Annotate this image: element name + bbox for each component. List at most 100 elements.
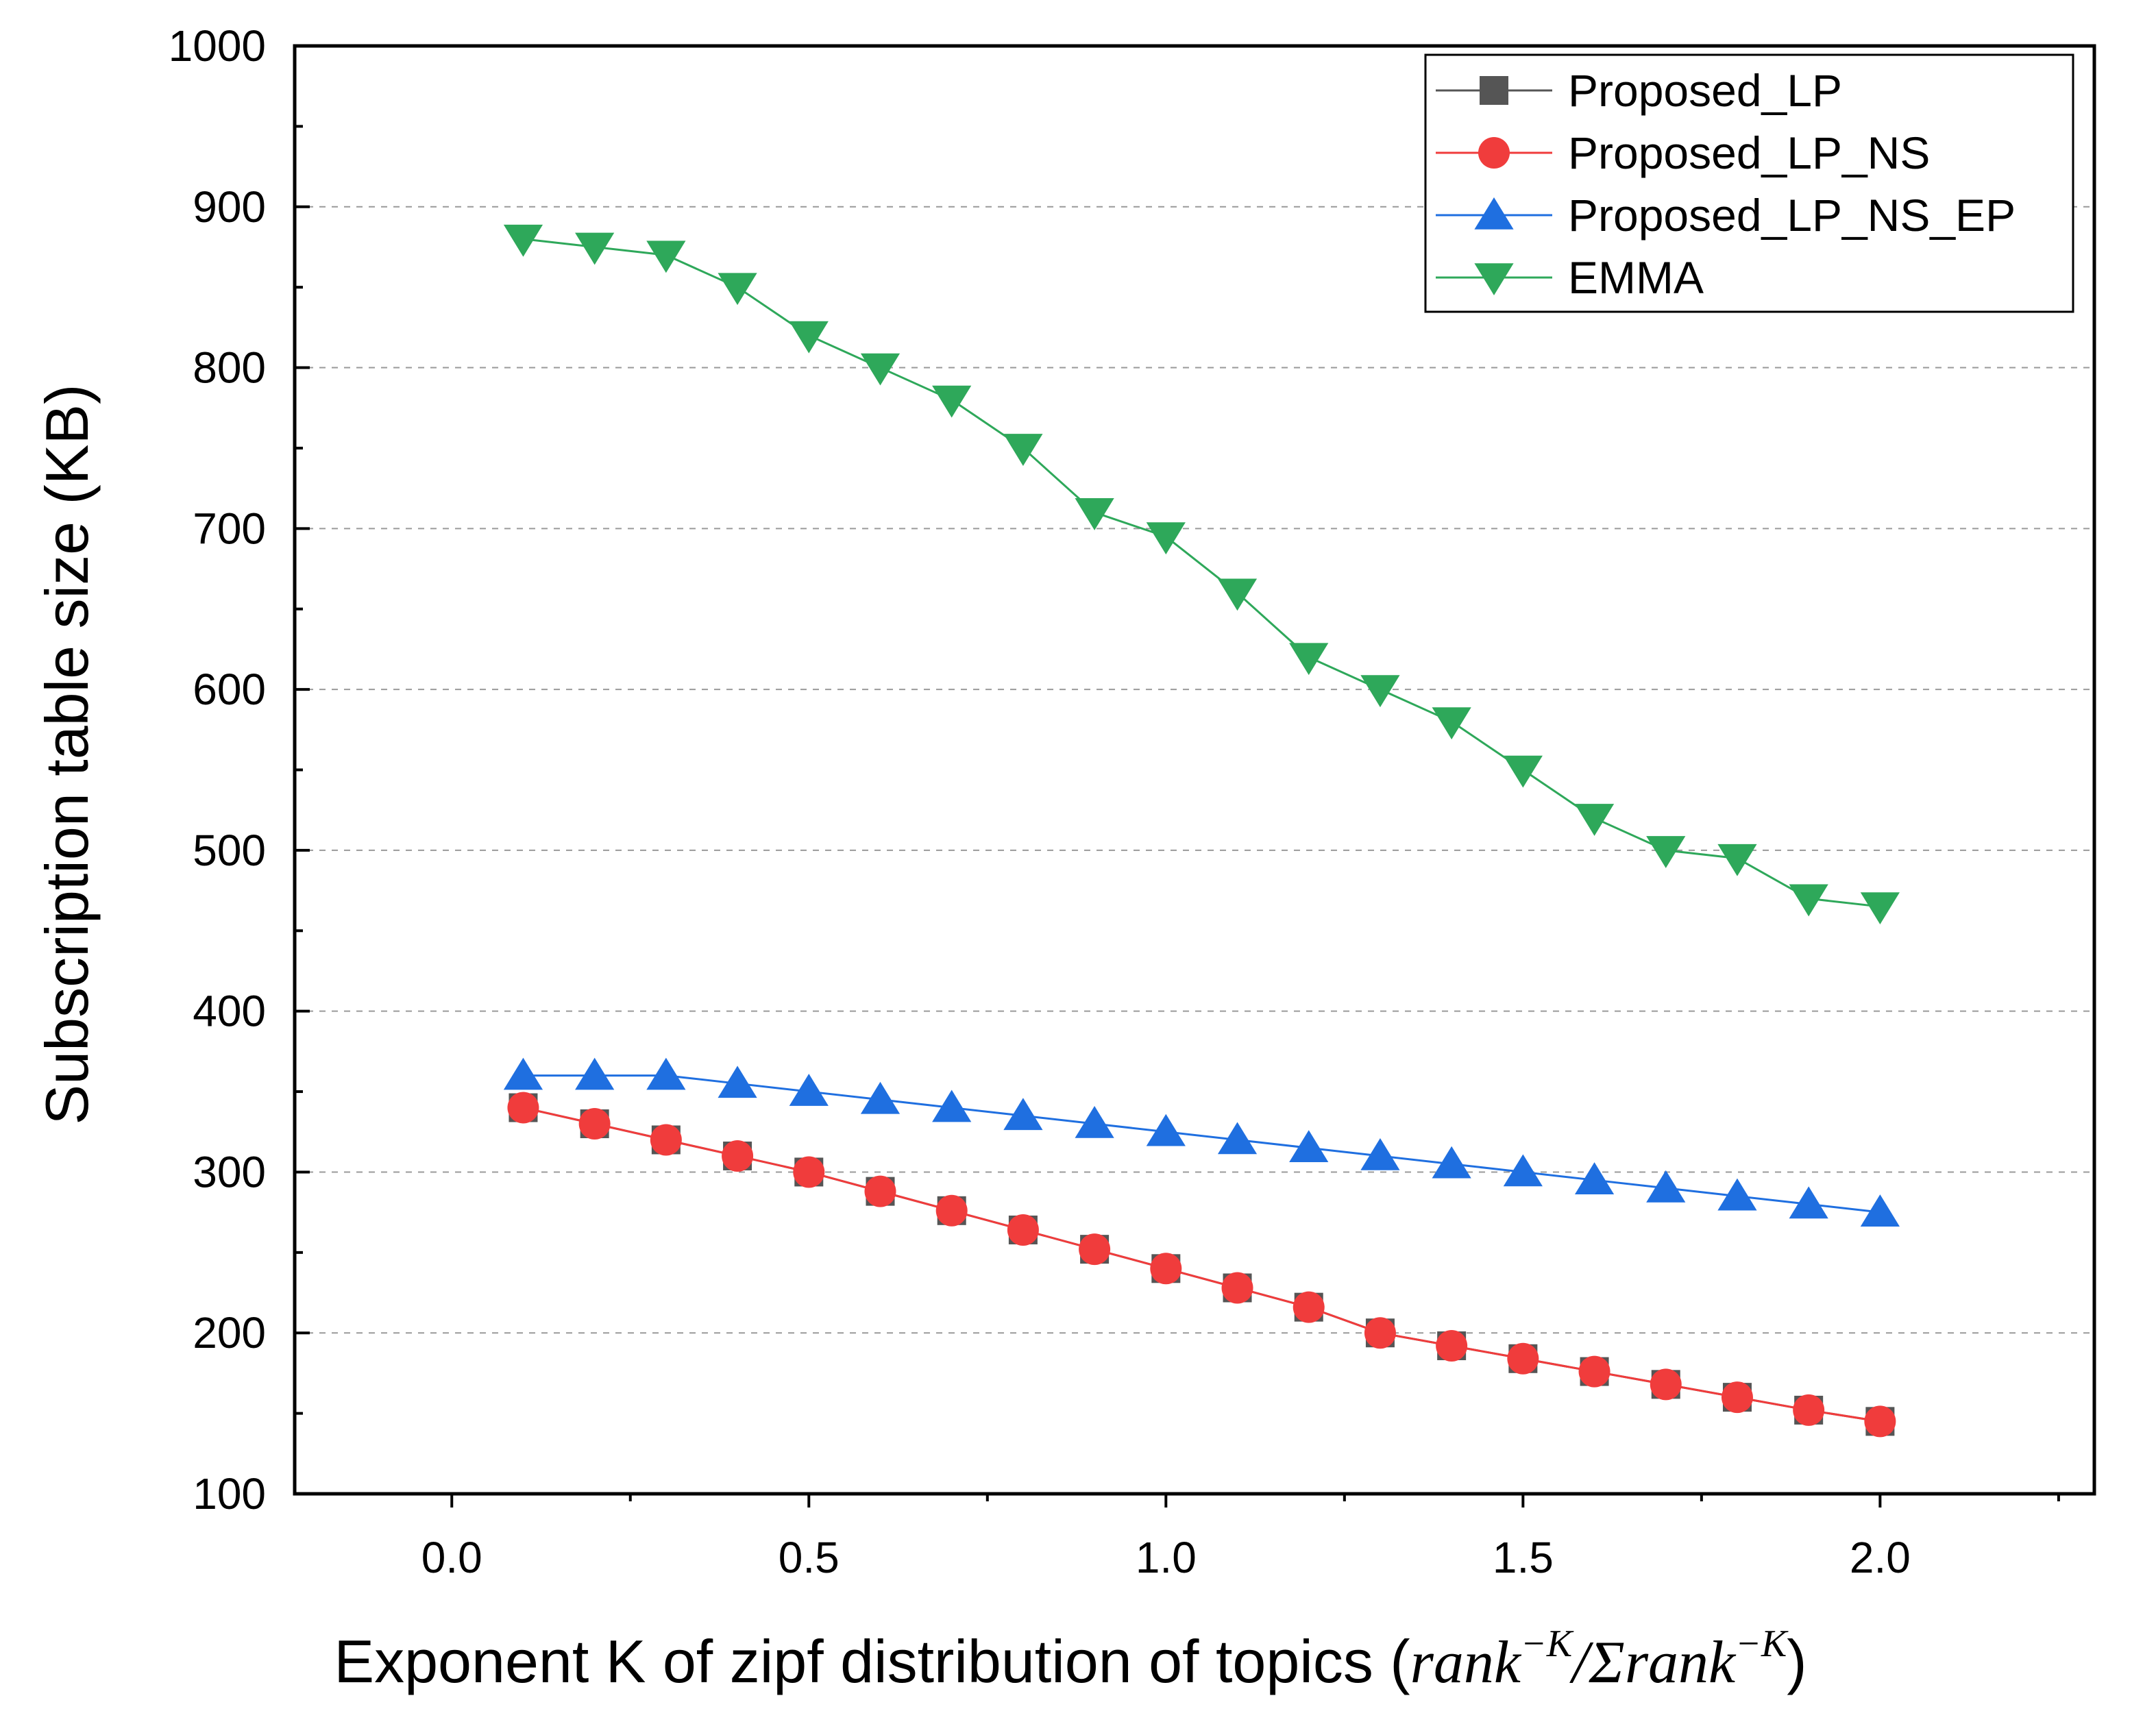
- data-point-emma: [575, 232, 615, 265]
- data-point-emma: [503, 224, 543, 257]
- y-axis-title: Subscription table size (KB): [33, 384, 101, 1125]
- data-point-proposed-lp-ns-ep: [1717, 1178, 1757, 1211]
- data-point-emma: [1289, 643, 1329, 676]
- y-tick-label: 700: [193, 504, 266, 553]
- data-point-proposed-lp-ns: [1578, 1355, 1610, 1388]
- data-point-proposed-lp-ns-ep: [575, 1057, 615, 1090]
- y-tick-label: 600: [193, 665, 266, 714]
- data-point-proposed-lp-ns-ep: [1075, 1106, 1114, 1138]
- y-tick-label: 500: [193, 826, 266, 875]
- data-point-proposed-lp-ns-ep: [789, 1074, 829, 1106]
- data-point-proposed-lp-ns: [650, 1124, 682, 1156]
- data-point-proposed-lp-ns-ep: [718, 1066, 757, 1098]
- x-axis-formula-sum: /Σ: [1569, 1629, 1625, 1696]
- y-tick-label: 900: [193, 182, 266, 232]
- data-point-emma: [1789, 884, 1828, 917]
- x-axis-formula-rank-sum: rank: [1625, 1629, 1737, 1696]
- data-point-proposed-lp-ns-ep: [503, 1057, 543, 1090]
- x-axis-title: Exponent K of zipf distribution of topic…: [334, 1623, 1806, 1696]
- y-tick-labels: 100 200 300 400 500 600 700 800 900 1000: [169, 21, 266, 1518]
- legend-marker-proposed-lp-ns: [1478, 137, 1510, 169]
- data-point-emma: [789, 321, 829, 354]
- x-axis-formula-exponent: −K: [1521, 1623, 1574, 1665]
- data-point-emma: [1646, 836, 1686, 868]
- data-point-proposed-lp-ns-ep: [1789, 1186, 1828, 1219]
- x-tick-label: 0.5: [779, 1533, 840, 1582]
- data-point-emma: [1003, 434, 1043, 466]
- x-tick-labels: 0.0 0.5 1.0 1.5 2.0: [421, 1533, 1911, 1582]
- axis-ticks: [295, 45, 2060, 1508]
- data-point-emma: [718, 273, 757, 306]
- legend-label-emma: EMMA: [1568, 252, 1704, 303]
- data-point-proposed-lp-ns: [793, 1156, 825, 1188]
- series-markers: [503, 224, 1900, 1438]
- data-point-emma: [860, 353, 901, 386]
- data-point-proposed-lp-ns: [1864, 1405, 1896, 1438]
- data-point-emma: [1217, 578, 1258, 611]
- data-point-proposed-lp-ns-ep: [1003, 1098, 1043, 1131]
- data-point-proposed-lp-ns: [1221, 1272, 1253, 1304]
- data-point-proposed-lp-ns: [1007, 1214, 1039, 1246]
- x-axis-title-text: Exponent K of zipf distribution of topic…: [334, 1627, 1373, 1695]
- data-point-proposed-lp-ns: [1650, 1368, 1682, 1401]
- data-point-proposed-lp-ns-ep: [1360, 1137, 1400, 1170]
- data-point-emma: [1860, 892, 1900, 925]
- data-point-emma: [1432, 707, 1471, 740]
- x-tick-label: 0.0: [421, 1533, 482, 1582]
- legend-label-proposed-lp: Proposed_LP: [1568, 65, 1842, 116]
- legend-marker-emma: [1474, 263, 1514, 295]
- data-point-proposed-lp-ns-ep: [1289, 1130, 1329, 1163]
- series-line-proposed-lp-ns-ep: [523, 1074, 1881, 1214]
- data-point-proposed-lp-ns: [1436, 1330, 1468, 1362]
- x-axis-formula-exponent-sum: −K: [1735, 1623, 1789, 1665]
- y-tick-label: 300: [193, 1147, 266, 1196]
- data-point-emma: [1717, 844, 1757, 876]
- data-point-proposed-lp-ns-ep: [1503, 1154, 1543, 1187]
- data-point-emma: [1574, 804, 1615, 836]
- data-point-emma: [932, 385, 972, 418]
- data-point-emma: [1146, 522, 1186, 555]
- data-point-proposed-lp-ns: [1293, 1291, 1325, 1323]
- y-tick-label: 800: [193, 343, 266, 393]
- x-axis-formula-open: (: [1390, 1627, 1410, 1695]
- data-point-emma: [1075, 498, 1114, 530]
- data-point-proposed-lp-ns-ep: [1217, 1122, 1258, 1155]
- data-point-proposed-lp-ns: [722, 1140, 754, 1172]
- legend-box: [1424, 53, 2074, 313]
- y-tick-label: 100: [193, 1469, 266, 1518]
- data-point-emma: [646, 241, 686, 273]
- data-point-proposed-lp-ns: [1793, 1394, 1825, 1426]
- data-point-proposed-lp-ns: [1150, 1253, 1182, 1285]
- data-point-proposed-lp-ns: [1507, 1342, 1539, 1375]
- data-point-proposed-lp-ns-ep: [860, 1081, 901, 1114]
- data-point-proposed-lp-ns-ep: [1432, 1146, 1471, 1179]
- data-point-proposed-lp-ns: [1364, 1317, 1396, 1349]
- legend-items: Proposed_LP Proposed_LP_NS Proposed_LP_NS_…: [1436, 65, 2016, 303]
- data-point-emma: [1360, 675, 1400, 708]
- data-point-proposed-lp-ns-ep: [1860, 1194, 1900, 1227]
- data-point-proposed-lp-ns-ep: [1646, 1170, 1686, 1203]
- y-tick-label: 200: [193, 1308, 266, 1357]
- x-tick-label: 1.0: [1136, 1533, 1197, 1582]
- data-point-proposed-lp-ns: [1079, 1233, 1111, 1266]
- y-tick-label: 400: [193, 987, 266, 1036]
- x-axis-formula-close: ): [1787, 1627, 1806, 1695]
- grid-lines: [295, 206, 2094, 1334]
- data-point-proposed-lp-ns: [507, 1092, 539, 1124]
- data-point-proposed-lp-ns: [864, 1175, 896, 1207]
- legend-label-proposed-lp-ns: Proposed_LP_NS: [1568, 127, 1930, 178]
- data-point-proposed-lp-ns-ep: [932, 1090, 972, 1122]
- data-point-proposed-lp-ns-ep: [646, 1057, 686, 1090]
- legend-marker-proposed-lp-ns-ep: [1474, 197, 1514, 230]
- data-point-proposed-lp-ns-ep: [1146, 1113, 1186, 1146]
- x-tick-label: 1.5: [1493, 1533, 1554, 1582]
- y-tick-label: 1000: [169, 21, 266, 71]
- legend: Proposed_LP Proposed_LP_NS Proposed_LP_NS_…: [1424, 53, 2074, 313]
- x-tick-label: 2.0: [1850, 1533, 1911, 1582]
- data-point-proposed-lp-ns: [1721, 1381, 1753, 1414]
- data-point-emma: [1503, 755, 1543, 788]
- legend-label-proposed-lp-ns-ep: Proposed_LP_NS_EP: [1568, 190, 2016, 241]
- data-point-proposed-lp-ns-ep: [1574, 1162, 1615, 1194]
- data-point-proposed-lp-ns: [578, 1108, 611, 1140]
